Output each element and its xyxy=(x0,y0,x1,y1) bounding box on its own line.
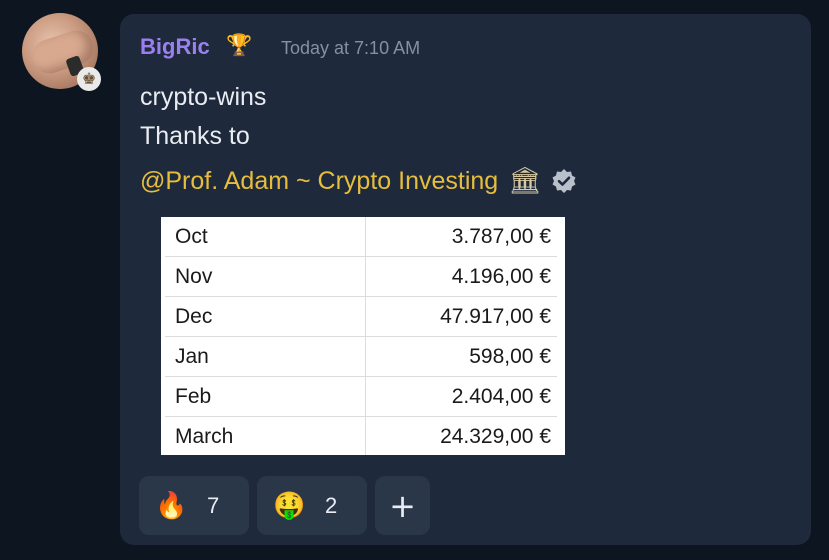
earnings-table-image[interactable]: Oct 3.787,00 € Nov 4.196,00 € Dec 47.917,00 €… xyxy=(161,217,565,455)
timestamp: Today at 7:10 AM xyxy=(281,38,421,58)
value-cell: 2.404,00 € xyxy=(365,376,557,417)
user-mention[interactable]: @Prof. Adam ~ Crypto Investing xyxy=(140,166,499,195)
value-cell: 3.787,00 € xyxy=(365,217,557,257)
reaction-count: 2 xyxy=(325,492,338,518)
message-line-2: Thanks to xyxy=(140,122,250,150)
message-line-1: crypto-wins xyxy=(140,83,267,111)
crown-icon: ♚ xyxy=(77,67,101,91)
reaction-fire[interactable]: 🔥 7 xyxy=(139,476,249,535)
reactions-bar: 🔥 7 🤑 2 + xyxy=(139,476,430,535)
money-mouth-icon: 🤑 xyxy=(273,490,306,521)
add-reaction-button[interactable]: + xyxy=(375,476,430,535)
verified-icon xyxy=(552,169,576,193)
table-row: Jan 598,00 € xyxy=(165,336,557,377)
month-cell: Jan xyxy=(165,336,366,377)
month-cell: Nov xyxy=(165,256,366,297)
value-cell: 598,00 € xyxy=(365,336,557,377)
table-row: Feb 2.404,00 € xyxy=(165,376,557,417)
reaction-count: 7 xyxy=(207,492,220,518)
month-cell: Dec xyxy=(165,296,366,337)
table-row: March 24.329,00 € xyxy=(165,416,557,455)
month-cell: March xyxy=(165,416,366,455)
username[interactable]: BigRic xyxy=(140,34,210,59)
value-cell: 47.917,00 € xyxy=(365,296,557,337)
table-row: Dec 47.917,00 € xyxy=(165,296,557,337)
plus-icon: + xyxy=(389,486,416,525)
fire-icon: 🔥 xyxy=(155,490,188,521)
earnings-table: Oct 3.787,00 € Nov 4.196,00 € Dec 47.917,00 €… xyxy=(165,217,557,455)
mention-row: @Prof. Adam ~ Crypto Investing 🏛 xyxy=(140,166,577,196)
table-row: Oct 3.787,00 € xyxy=(165,217,557,257)
month-cell: Oct xyxy=(165,217,366,257)
month-cell: Feb xyxy=(165,376,366,417)
reaction-money-mouth[interactable]: 🤑 2 xyxy=(257,476,367,535)
value-cell: 4.196,00 € xyxy=(365,256,557,297)
table-row: Nov 4.196,00 € xyxy=(165,256,557,297)
trophy-icon: 🏆 xyxy=(226,33,253,57)
bank-icon: 🏛 xyxy=(508,166,542,196)
value-cell: 24.329,00 € xyxy=(365,416,557,455)
